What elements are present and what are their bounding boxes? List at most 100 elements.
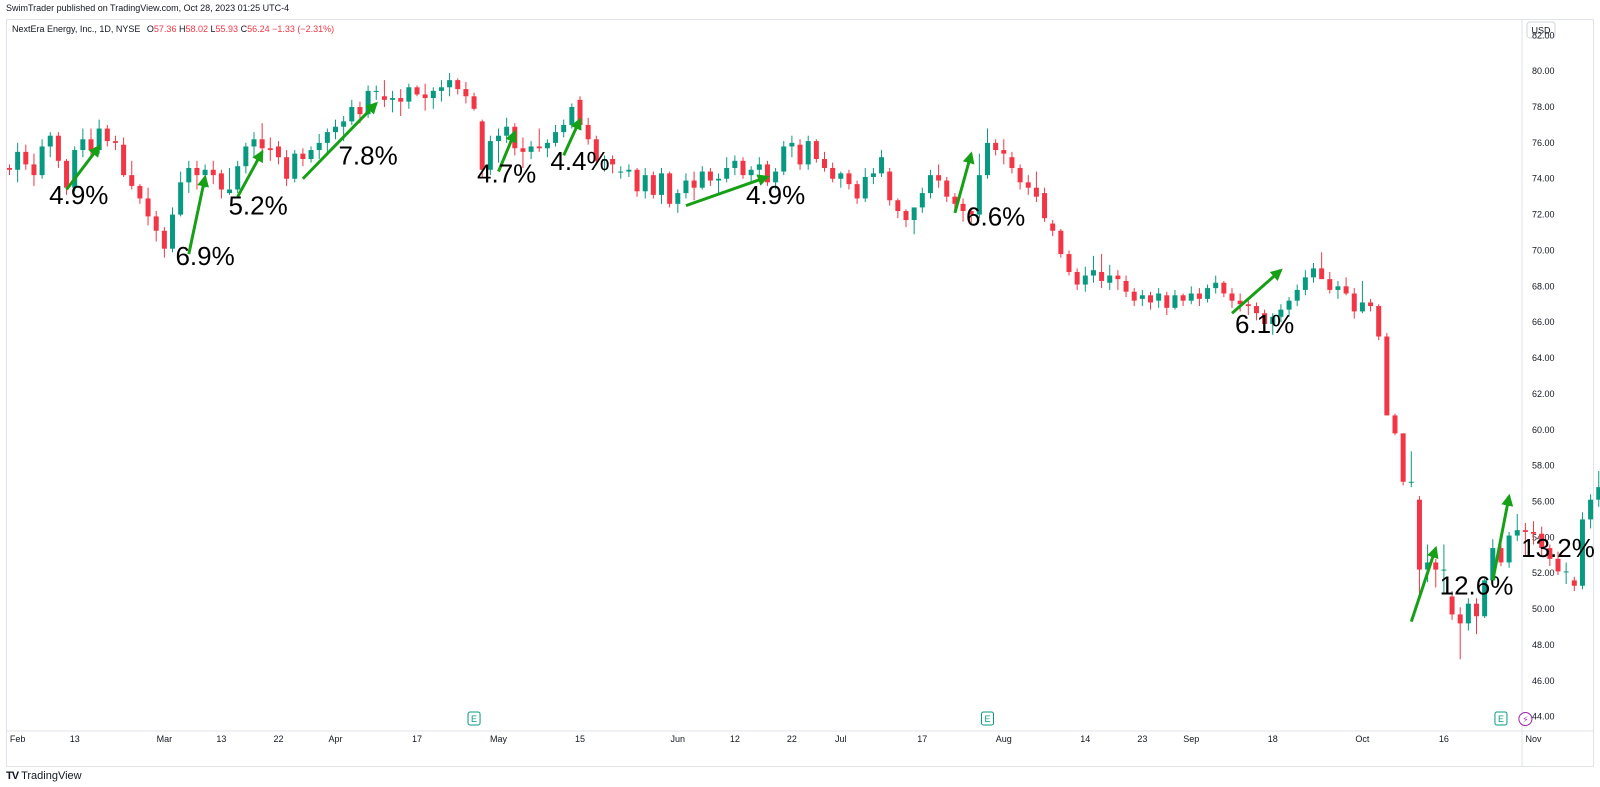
candle-up [879,157,885,174]
x-tick-label: Apr [328,734,342,744]
candle-down [1074,271,1080,285]
candle-up [308,150,314,160]
candle-down [275,146,281,158]
candle-down [455,80,461,90]
candle-up [316,142,322,151]
candle-down [1245,304,1251,307]
candle-up [716,178,722,181]
candle-down [1221,282,1227,294]
tradingview-logo: TV [6,770,19,782]
gain-label: 4.9% [49,180,108,210]
candle-down [259,139,265,149]
gain-label: 4.4% [550,146,609,176]
candle-up [773,171,779,183]
candle-down [764,164,770,183]
candle-up [349,107,355,122]
candle-up [1213,282,1219,289]
earnings-e-icon [467,711,481,726]
candle-down [137,185,143,199]
candle-down [112,141,118,143]
candle-up [1302,277,1308,290]
candle-up [1490,548,1496,581]
y-tick-label: 74.00 [1532,174,1555,184]
candle-down [1547,548,1553,559]
candle-down [1009,157,1015,168]
x-tick-label: Sep [1183,734,1199,744]
candle-up [1465,603,1471,624]
earnings-e-label: E [984,714,990,724]
y-tick-label: 46.00 [1532,676,1555,686]
candle-down [1017,167,1023,183]
gain-label: 6.6% [966,201,1025,231]
candle-down [1033,187,1039,197]
gain-arrow [685,174,770,208]
y-tick-label: 60.00 [1532,425,1555,435]
candle-down [1400,433,1406,482]
x-tick-label: 18 [1268,734,1278,744]
gain-arrow [1491,493,1514,581]
candle-down [88,139,94,151]
candle-down [797,144,803,165]
candle-down [903,211,909,220]
candle-up [324,132,330,143]
y-tick-label: 56.00 [1532,496,1555,506]
candle-down [854,184,860,199]
gain-arrow [236,149,264,198]
low-key: L [210,24,216,34]
candle-up [789,142,795,147]
currency-badge [1526,21,1556,39]
candle-down [1025,182,1031,188]
candle-up [1172,295,1178,308]
high-value: 58.02 [185,24,208,34]
candle-down [1131,291,1137,301]
y-tick-label: 52.00 [1532,568,1555,578]
candle-up [675,193,681,204]
candle-up [569,107,575,125]
candle-up [1090,270,1096,276]
candle-up [15,151,21,170]
tradingview-brand[interactable]: TV TradingView [6,770,82,782]
x-tick-label: 17 [917,734,927,744]
candle-down [1522,530,1528,532]
candle-down [1099,271,1105,281]
candle-down [1571,580,1577,586]
x-tick-label: 14 [1080,734,1090,744]
symbol-label: NextEra Energy, Inc., 1D, NYSE [12,24,141,34]
x-tick-label: Jun [671,734,686,744]
candle-down [1180,295,1186,301]
candle-down [218,173,224,190]
candle-down [1449,596,1455,615]
candle-up [699,171,705,188]
x-tick-label: 22 [273,734,283,744]
lightning-label: ⚡ [1522,716,1528,726]
candle-up [1082,275,1088,285]
y-tick-label: 66.00 [1532,317,1555,327]
gain-label: 5.2% [228,191,287,221]
candle-down [463,89,469,97]
earnings-e-icon [1494,711,1508,726]
candle-up [406,87,412,102]
x-tick-label: 17 [412,734,422,744]
candle-up [756,164,762,170]
candle-up [1579,519,1585,586]
candle-up [39,146,45,176]
candle-down [1196,293,1202,299]
candle-down [398,98,404,102]
gain-arrow [187,174,209,255]
x-tick-label: Oct [1355,734,1370,744]
x-tick-label: Mar [157,734,173,744]
candle-up [292,153,298,179]
candle-down [1392,415,1398,434]
candle-down [707,171,713,181]
gain-arrow [1409,545,1439,623]
candle-down [284,157,290,179]
candle-down [1327,279,1333,290]
candle-up [1563,571,1569,573]
candle-up [1294,289,1300,301]
candle-down [1042,193,1048,219]
candle-down [7,167,12,170]
lightning-icon [1518,712,1533,726]
candle-up [732,160,738,168]
candle-up [1588,499,1594,520]
